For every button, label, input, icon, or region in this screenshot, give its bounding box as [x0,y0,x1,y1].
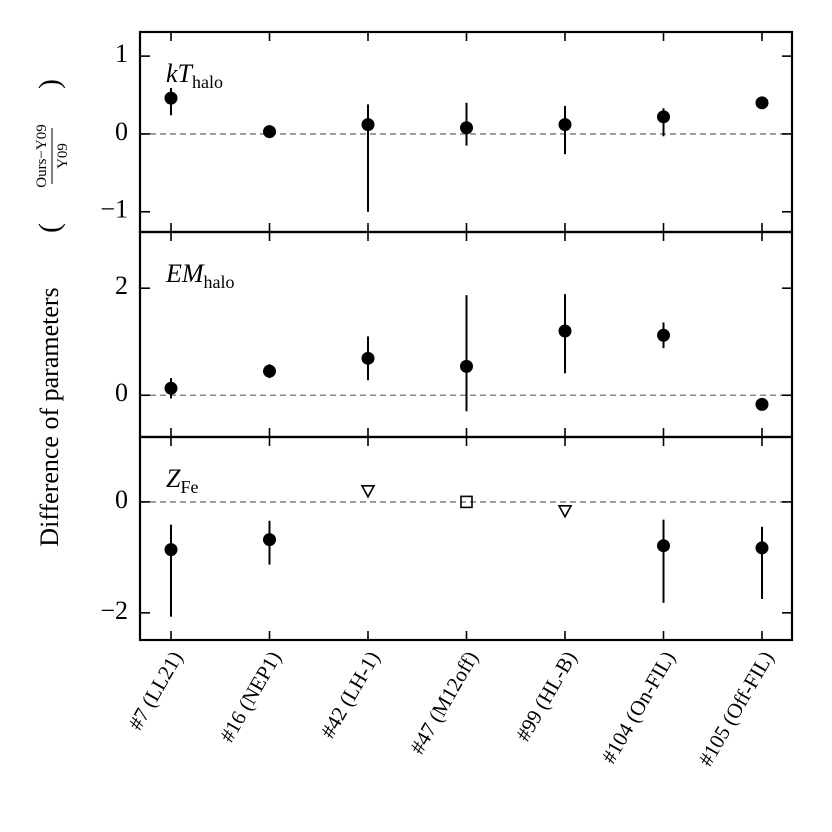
y-tick-label: 0 [115,378,128,407]
panel-label-sub: Fe [180,477,198,497]
panel-label-main: kT [166,59,194,88]
point [361,118,375,132]
point [263,364,276,378]
point [558,118,572,132]
point [164,91,178,105]
point [557,504,573,519]
point [460,121,473,135]
y-label-denominator: Y09 [55,143,71,169]
point [263,533,276,547]
panel-frame [138,435,794,642]
point [755,541,769,555]
x-tick-label: #47 (M12off) [405,647,483,758]
point [164,381,178,395]
point [558,324,572,338]
panel-label: ZFe [166,464,198,497]
point [657,328,670,342]
y-axis-label: Difference of parameters ( Ours−Y09 Y09 … [33,79,71,547]
x-tick-label: #99 (HL-B) [511,647,582,745]
y-tick-label: 2 [115,271,128,300]
panel-label: kThalo [166,59,223,92]
x-tick-label: #104 (On-FIL) [597,647,680,768]
y-tick-label: −2 [100,596,128,625]
panel-label-sub: halo [204,272,235,292]
y-tick-label: 0 [115,117,128,146]
x-tick-label: #7 (LL21) [123,647,187,734]
point [263,125,276,139]
point [657,539,670,553]
paren: ) [33,79,66,89]
point [755,96,769,110]
point [657,110,670,124]
y-tick-label: −1 [100,195,128,224]
panel-label: EMhalo [165,259,235,292]
paren: ( [33,223,66,233]
x-tick-label: #16 (NEP1) [215,647,286,746]
point [164,543,178,557]
panel-label-sub: halo [192,72,223,92]
x-tick-label: #105 (Off-FIL) [693,647,778,770]
point [755,397,769,411]
panel-label-main: Z [166,464,181,493]
y-label-numerator: Ours−Y09 [34,124,50,187]
point [460,495,473,509]
x-tick-label: #42 (LH-1) [316,647,385,742]
point [460,359,473,373]
y-tick-label: 1 [115,39,128,68]
point [361,351,375,365]
point [360,485,376,499]
y-label: Difference of parameters [35,287,64,546]
y-tick-label: 0 [115,485,128,514]
panel-label-main: EM [165,259,205,288]
